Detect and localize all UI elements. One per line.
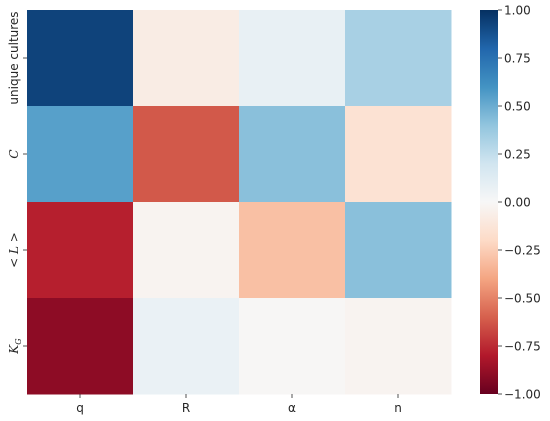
heatmap-cell — [345, 298, 452, 395]
heatmap-cell — [27, 106, 134, 203]
colorbar-tick-label: −0.50 — [504, 291, 541, 305]
heatmap-cell — [133, 298, 240, 395]
heatmap-cell — [27, 10, 134, 107]
y-tick-label: C — [7, 149, 21, 158]
colorbar-axis: 1.00 0.75 0.50 0.25 0.00 −0.25 −0.50 −0.75 −1.00 — [498, 3, 541, 401]
heatmap-cell — [345, 202, 452, 299]
y-axis: unique cultures C < L > KG — [7, 11, 27, 355]
heatmap-cell — [239, 106, 346, 203]
heatmap-cell — [239, 10, 346, 107]
x-tick-label: n — [394, 401, 402, 415]
colorbar-tick-label: 1.00 — [504, 3, 531, 17]
heatmap-cell — [239, 202, 346, 299]
heatmap-cell — [133, 10, 240, 107]
x-tick-label: q — [76, 401, 84, 415]
heatmap-cell — [239, 298, 346, 395]
heatmap-cell — [345, 106, 452, 203]
y-tick-label: KG — [7, 338, 23, 355]
heatmap-cell — [27, 202, 134, 299]
colorbar — [480, 10, 498, 394]
y-tick-label: unique cultures — [7, 11, 21, 104]
x-tick-label: α — [288, 401, 296, 415]
heatmap-cell — [133, 106, 240, 203]
colorbar-tick-label: 0.25 — [504, 147, 531, 161]
x-tick-label: R — [182, 401, 190, 415]
heatmap-cell — [27, 298, 134, 395]
colorbar-tick-label: −0.25 — [504, 243, 541, 257]
colorbar-tick-label: 0.50 — [504, 99, 531, 113]
y-tick-label: < L > — [7, 232, 21, 268]
colorbar-tick-label: −1.00 — [504, 387, 541, 401]
heatmap-cell — [133, 202, 240, 299]
heatmap-cell — [345, 10, 452, 107]
colorbar-tick-label: 0.00 — [504, 195, 531, 209]
colorbar-tick-label: 0.75 — [504, 51, 531, 65]
colorbar-tick-label: −0.75 — [504, 339, 541, 353]
heatmap-cells — [27, 10, 452, 395]
